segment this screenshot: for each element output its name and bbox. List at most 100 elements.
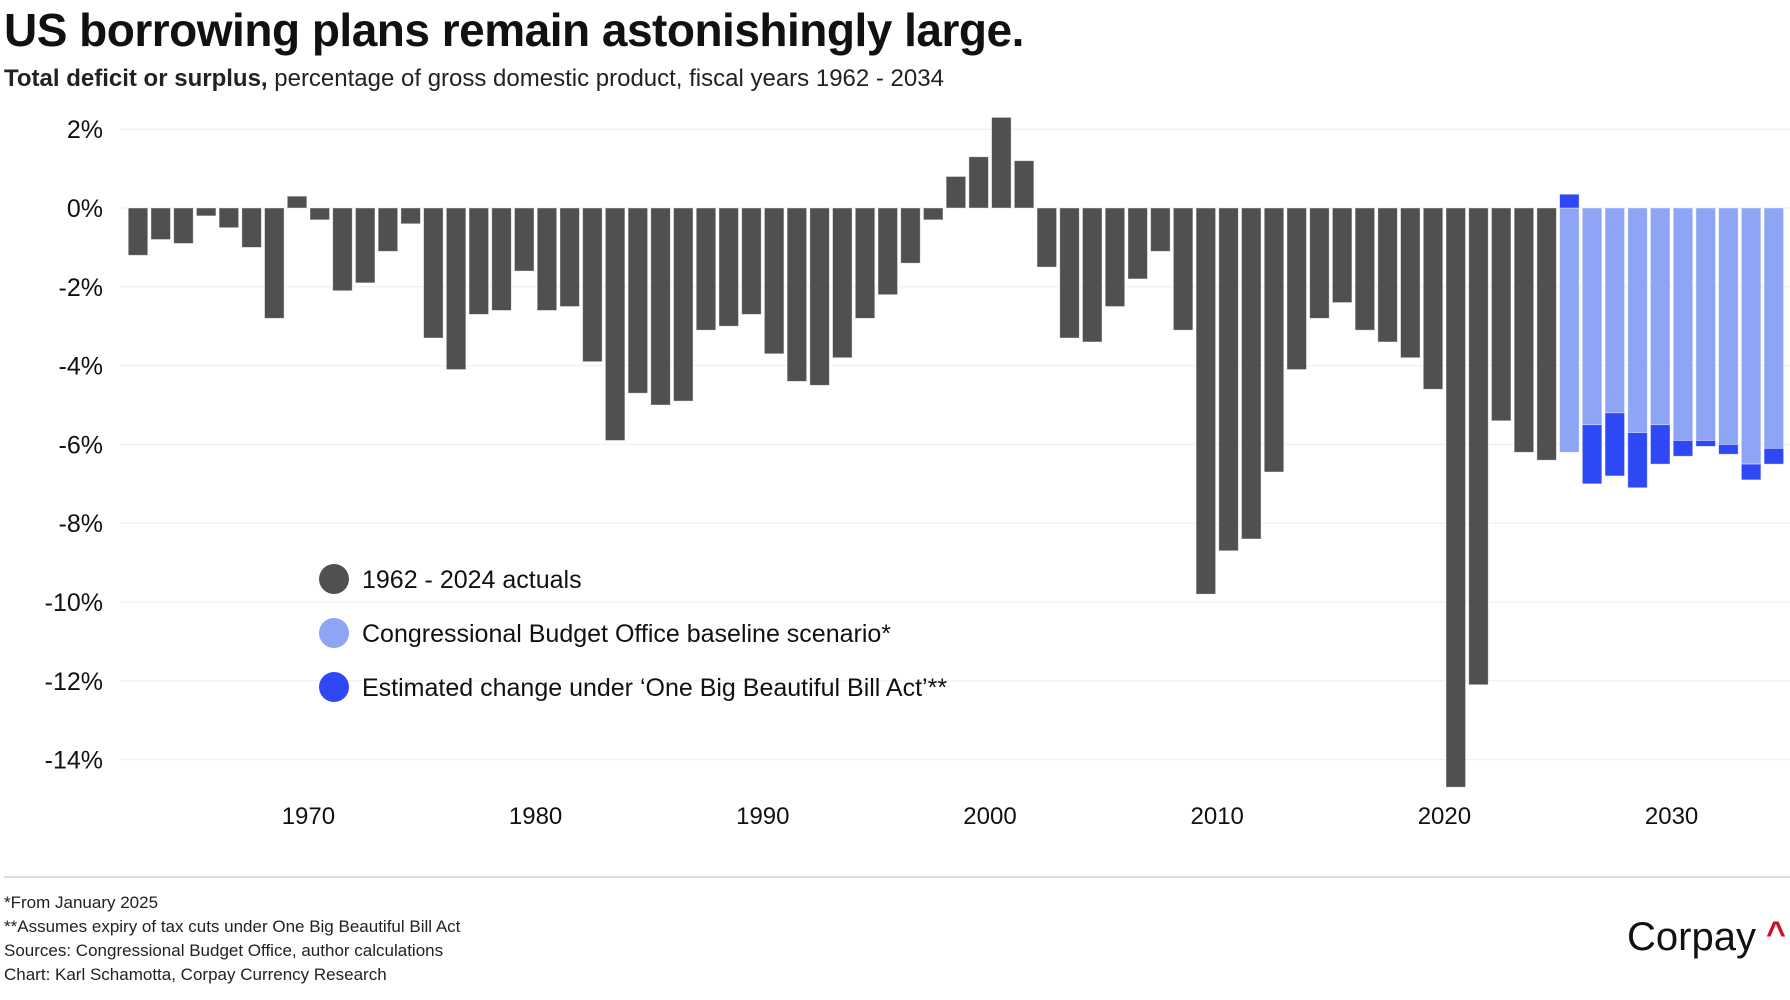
bar-actual-2024	[1536, 207, 1557, 461]
bar-baseline-2034	[1763, 207, 1784, 449]
y-tick-label: -14%	[45, 747, 103, 775]
x-tick-label: 1970	[282, 803, 335, 830]
legend: 1962 - 2024 actuals Congressional Budget…	[319, 564, 947, 702]
legend-swatch-actuals	[319, 564, 349, 594]
bar-actual-1971	[332, 207, 353, 292]
x-tick-label: 1980	[509, 803, 562, 830]
y-axis: 2% 0% -2% -4% -6% -8% -10% -12% -14%	[45, 116, 103, 774]
bar-change-2031	[1695, 440, 1716, 447]
bar-baseline-2030	[1672, 207, 1694, 441]
bar-actual-1989	[741, 207, 762, 315]
bar-actual-1972	[355, 207, 376, 284]
bar-actual-1985	[650, 207, 671, 406]
y-tick-label: -12%	[45, 668, 103, 696]
bar-change-2034	[1763, 447, 1784, 465]
chart-title: US borrowing plans remain astonishingly …	[4, 4, 1024, 56]
bar-actual-1986	[673, 207, 694, 402]
bar-actual-2018	[1400, 207, 1421, 359]
bar-actual-1965	[196, 207, 217, 217]
bar-actual-2008	[1172, 207, 1194, 331]
corpay-logo: Corpay ^	[1627, 915, 1786, 959]
bar-actual-1990	[764, 207, 785, 355]
y-tick-label: -6%	[59, 431, 103, 459]
bar-actual-1988	[718, 207, 739, 327]
x-tick-label: 2000	[963, 803, 1016, 830]
legend-swatch-baseline	[319, 618, 349, 648]
bar-baseline-2032	[1718, 207, 1739, 445]
bar-actual-1963	[150, 207, 171, 240]
bar-baseline-2031	[1695, 207, 1716, 441]
bar-actual-1969	[286, 195, 308, 209]
bar-baseline-2028	[1627, 207, 1648, 433]
bar-change-2025	[1559, 193, 1580, 209]
x-axis: 1970 1980 1990 2000 2010 2020 2030	[282, 803, 1699, 830]
bar-actual-1982	[582, 207, 603, 363]
chart-subtitle: Total deficit or surplus, percentage of …	[4, 65, 944, 92]
bar-actual-2000	[991, 116, 1012, 209]
bar-actual-1978	[491, 207, 512, 311]
bar-actual-1992	[809, 207, 830, 386]
bar-actual-2013	[1286, 207, 1307, 370]
bars	[127, 116, 1784, 788]
bar-actual-1999	[968, 156, 989, 209]
bar-actual-2017	[1377, 207, 1398, 343]
sources: Sources: Congressional Budget Office, au…	[4, 941, 443, 960]
bar-actual-1980	[536, 207, 558, 311]
bar-actual-1968	[264, 207, 285, 319]
bar-actual-2007	[1150, 207, 1171, 252]
y-tick-label: 2%	[67, 116, 103, 144]
bar-actual-2002	[1036, 207, 1057, 268]
bar-actual-1964	[173, 207, 194, 244]
bar-actual-2011	[1241, 207, 1262, 540]
bar-actual-1984	[627, 207, 648, 394]
y-tick-label: -4%	[59, 353, 103, 381]
bar-actual-1998	[945, 176, 967, 209]
bar-actual-1996	[900, 207, 921, 264]
bar-change-2026	[1581, 424, 1603, 485]
y-tick-label: -2%	[59, 274, 103, 302]
bar-actual-2021	[1468, 207, 1489, 686]
logo-text: Corpay	[1627, 915, 1756, 959]
bar-actual-2010	[1218, 207, 1239, 552]
legend-label-actuals: 1962 - 2024 actuals	[362, 566, 582, 594]
bar-change-2027	[1604, 412, 1625, 477]
x-tick-label: 2030	[1645, 803, 1698, 830]
bar-baseline-2033	[1740, 207, 1762, 465]
bar-baseline-2025	[1559, 207, 1580, 453]
bar-baseline-2026	[1581, 207, 1603, 426]
bar-actual-1993	[832, 207, 853, 359]
bar-actual-1962	[127, 207, 149, 256]
bar-actual-2005	[1104, 207, 1126, 307]
legend-label-change: Estimated change under ‘One Big Beautifu…	[362, 674, 947, 702]
gridlines	[120, 128, 1790, 761]
bar-actual-2012	[1263, 207, 1285, 473]
bar-actual-2003	[1059, 207, 1080, 339]
bar-actual-2016	[1354, 207, 1376, 331]
bar-actual-1991	[786, 207, 808, 382]
bar-change-2029	[1650, 424, 1671, 465]
legend-swatch-change	[319, 672, 349, 702]
x-tick-label: 1990	[736, 803, 789, 830]
bar-actual-1987	[695, 207, 717, 331]
bar-actual-1995	[877, 207, 898, 296]
legend-label-baseline: Congressional Budget Office baseline sce…	[362, 620, 891, 648]
bar-actual-1979	[514, 207, 535, 272]
y-tick-label: 0%	[67, 195, 103, 223]
bar-change-2028	[1627, 432, 1648, 489]
bar-change-2033	[1740, 463, 1762, 481]
bar-actual-2004	[1082, 207, 1103, 343]
bar-baseline-2029	[1650, 207, 1671, 426]
bar-actual-1974	[400, 207, 421, 225]
y-tick-label: -10%	[45, 589, 103, 617]
bar-actual-2020	[1445, 207, 1466, 788]
bar-actual-1981	[559, 207, 580, 307]
bar-actual-1973	[377, 207, 399, 252]
bar-actual-1967	[241, 207, 262, 248]
subtitle-rest: percentage of gross domestic product, fi…	[268, 65, 944, 92]
logo-caret: ^	[1766, 915, 1786, 953]
bar-actual-2001	[1013, 160, 1035, 209]
bar-actual-1977	[468, 207, 489, 315]
bar-actual-1994	[854, 207, 876, 319]
bar-baseline-2027	[1604, 207, 1625, 414]
